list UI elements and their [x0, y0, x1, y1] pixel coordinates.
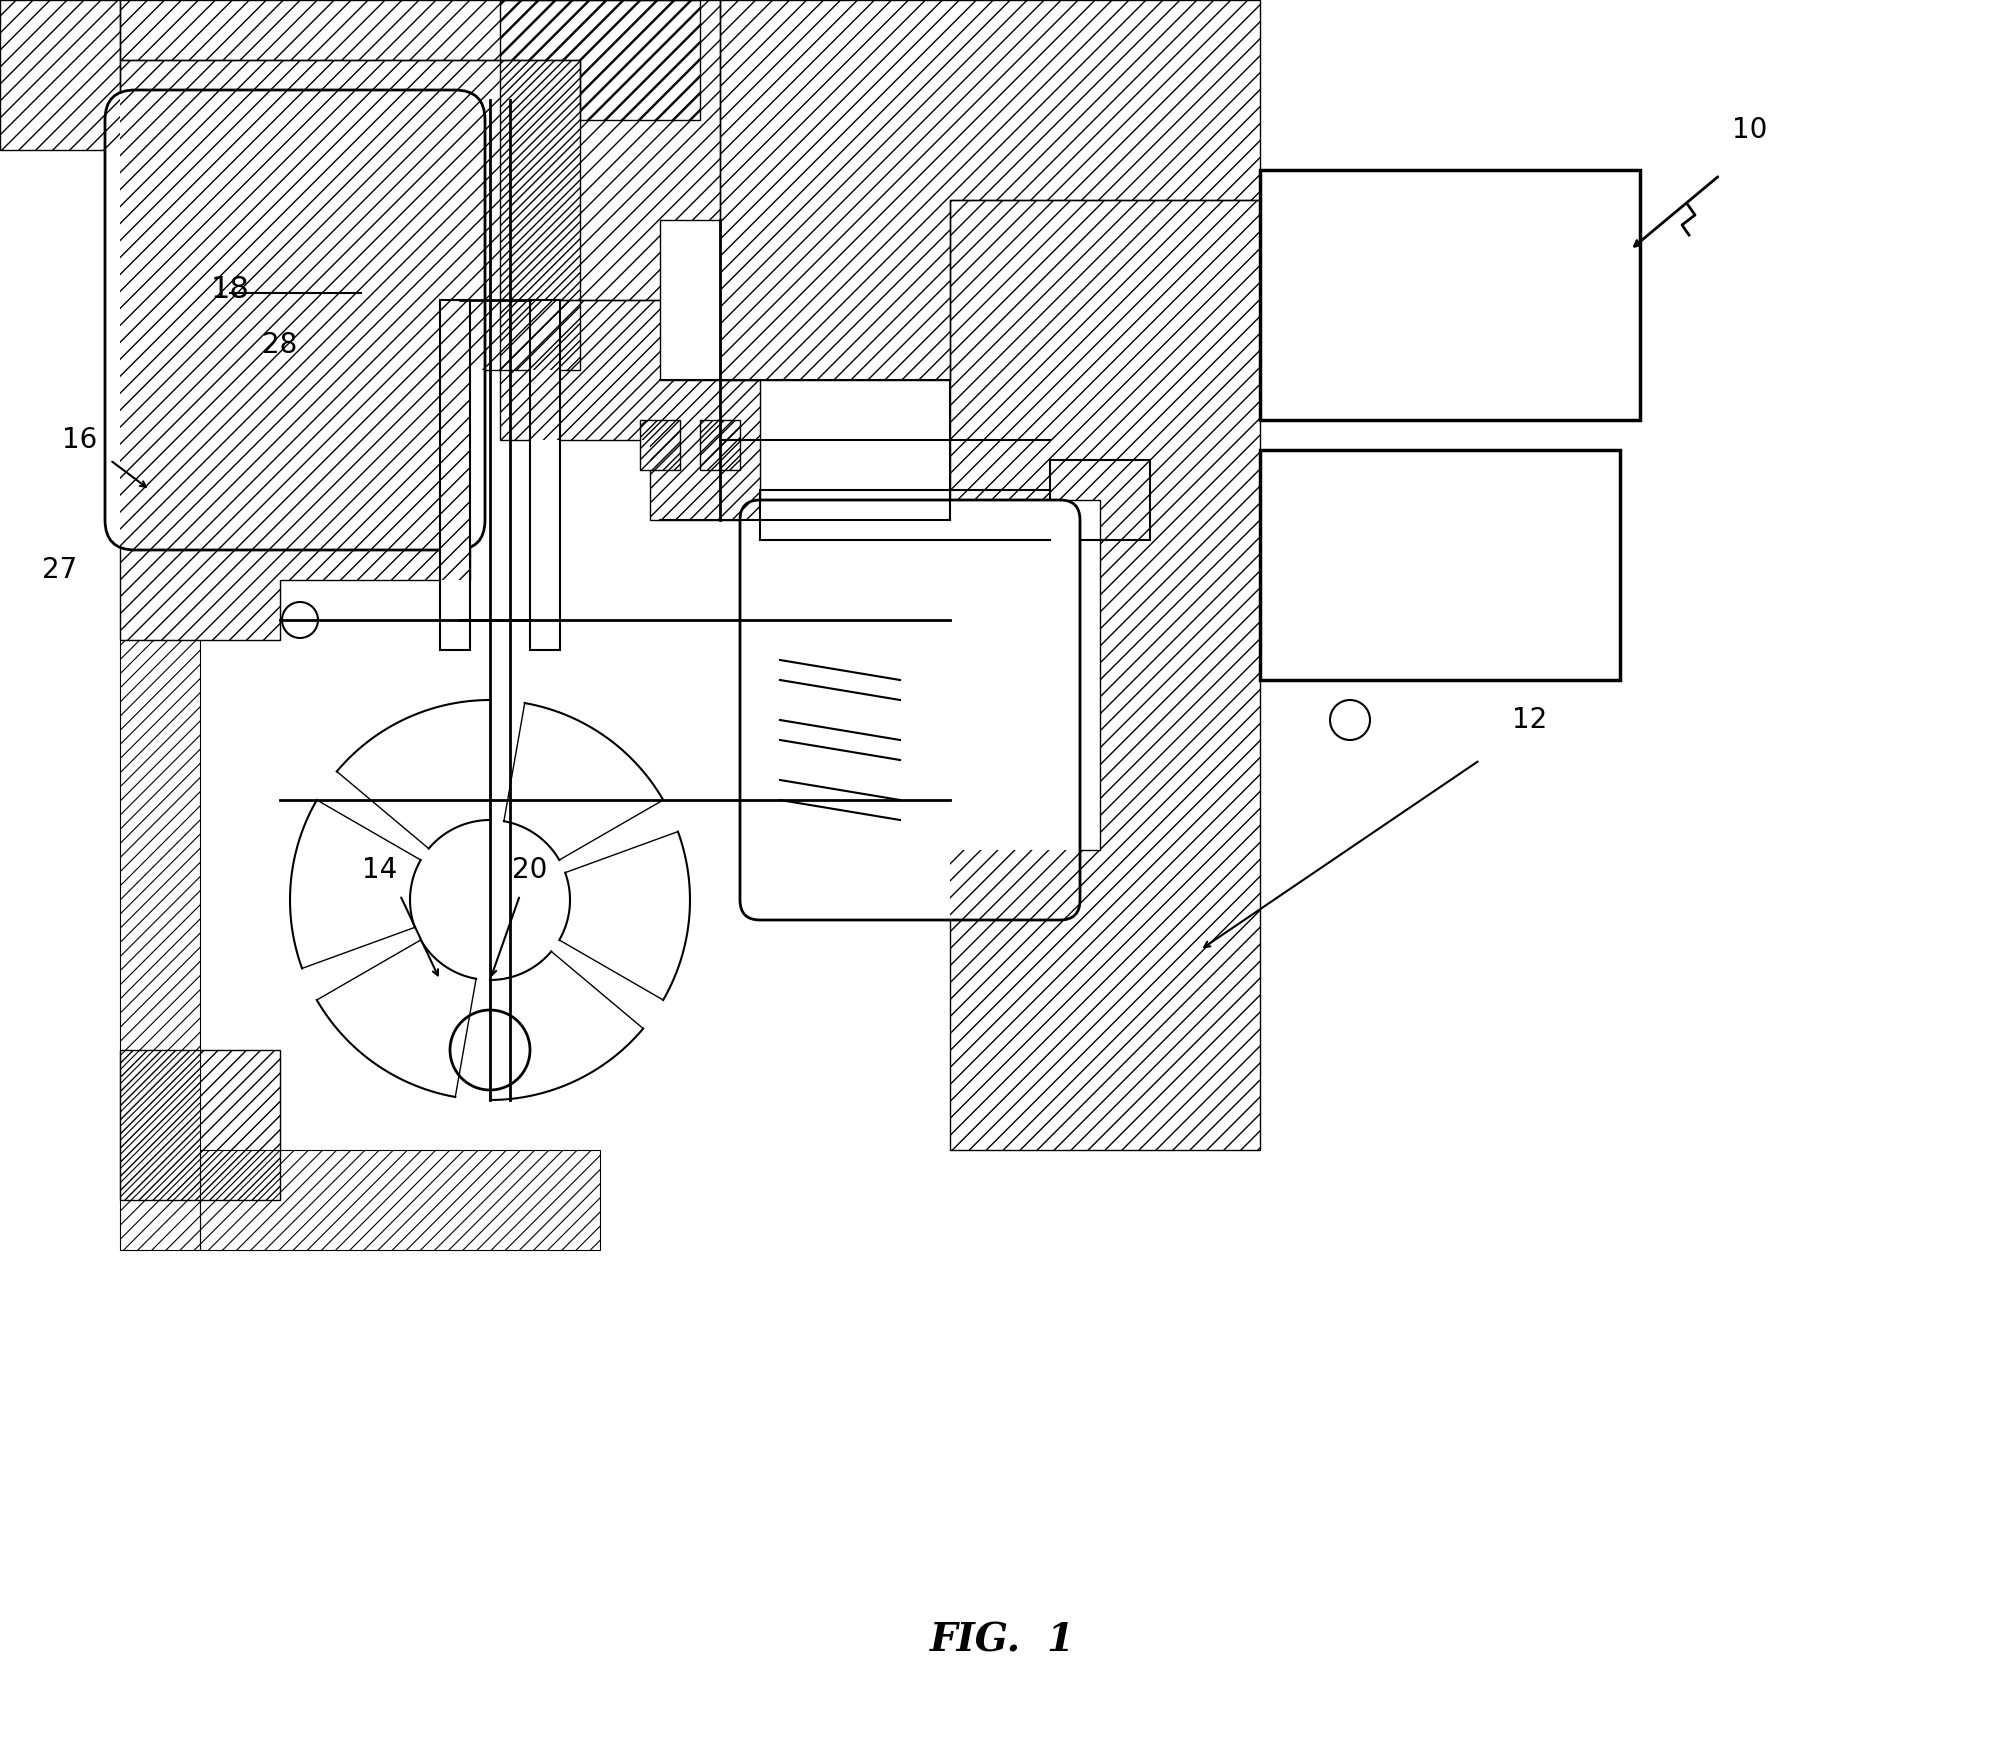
Bar [699, 420, 739, 469]
Bar [441, 299, 471, 650]
Text: 16: 16 [62, 425, 98, 454]
Bar [639, 420, 679, 469]
FancyBboxPatch shape [739, 501, 1080, 919]
Circle shape [283, 602, 319, 637]
Circle shape [1331, 700, 1371, 741]
Text: 28: 28 [263, 331, 299, 359]
FancyBboxPatch shape [104, 89, 485, 550]
Bar [1261, 450, 1619, 679]
Text: 12: 12 [1513, 706, 1547, 734]
Bar [529, 299, 559, 650]
Text: 10: 10 [1731, 116, 1768, 144]
Circle shape [451, 1010, 529, 1091]
Text: 27: 27 [42, 557, 78, 585]
Bar [1050, 461, 1150, 539]
Text: 18: 18 [210, 275, 248, 305]
Text: FIG.  1: FIG. 1 [930, 1621, 1074, 1658]
Text: 20: 20 [513, 856, 547, 884]
Text: 14: 14 [363, 856, 397, 884]
Bar [1261, 170, 1639, 420]
